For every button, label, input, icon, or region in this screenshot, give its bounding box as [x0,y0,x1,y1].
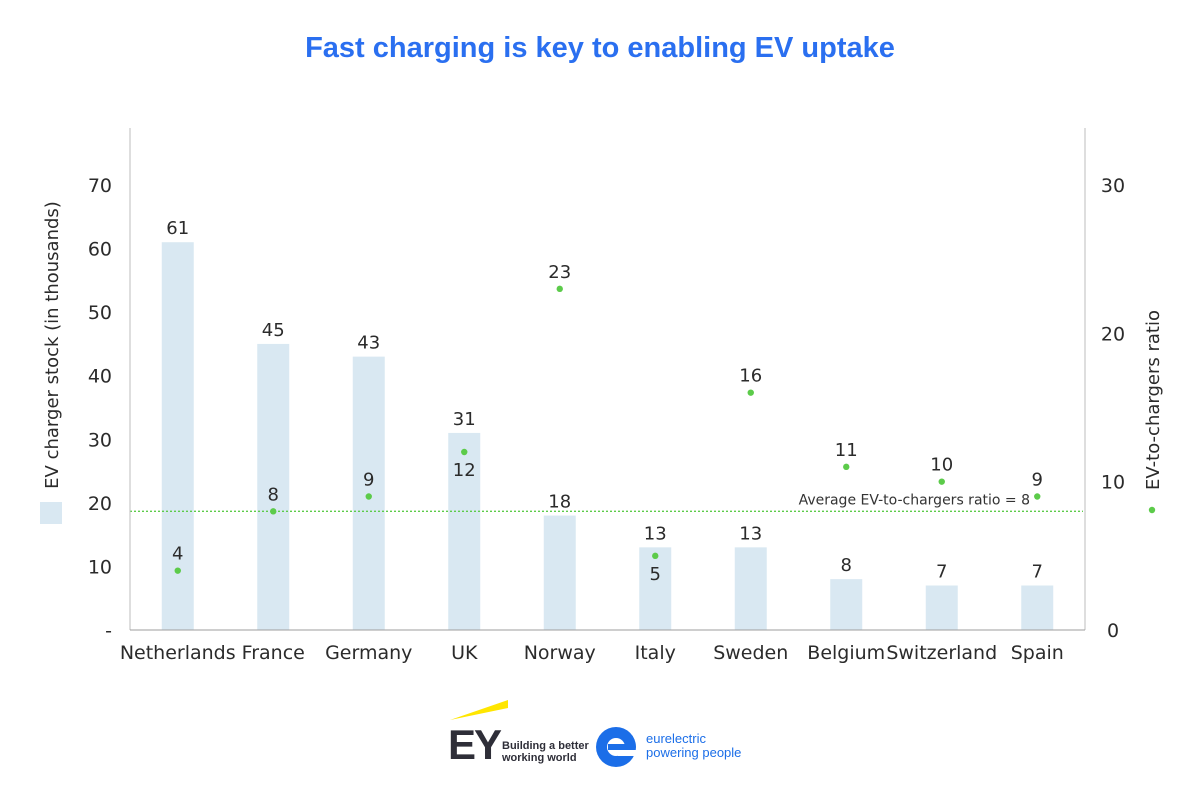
bar-value-label: 7 [936,562,947,583]
scatter-value-label: 11 [835,440,858,461]
bar-value-label: 8 [841,555,852,576]
axes: - 10 20 30 40 50 60 70 0 10 20 30 Netherlands France G… [40,128,1164,664]
scatter-point [365,493,372,500]
scatter-point [174,567,181,574]
left-tick-label: 20 [88,493,112,515]
left-tick-label: - [105,620,112,642]
bar-value-label: 45 [262,320,285,341]
scatter-point [556,285,563,293]
scatter-value-label: 5 [650,564,661,585]
scatter-value-label: 9 [1032,470,1043,491]
scatter-value-label: 16 [739,366,762,387]
bar-value-label: 7 [1032,562,1043,583]
left-tick-label: 10 [88,556,112,578]
bar [925,585,958,630]
category-label: Italy [635,642,676,664]
bar [543,515,576,630]
category-label: France [242,642,305,664]
left-tick-label: 40 [88,366,112,388]
category-label: UK [451,642,478,664]
right-tick-label: 10 [1101,472,1125,494]
category-label: Spain [1011,642,1064,664]
scatter-value-label: 12 [453,460,476,481]
left-tick-label: 60 [88,239,112,261]
eurelectric-name: eurelectric [646,731,706,746]
bar-value-label: 61 [166,218,189,239]
bar-series [161,242,1054,630]
ey-wordmark: EY [448,721,502,768]
bar [161,242,194,630]
right-tick-label: 20 [1101,323,1125,345]
eurelectric-tagline: powering people [646,745,742,760]
eurelectric-text: eurelectric powering people [646,732,776,760]
right-axis-title: EV-to-chargers ratio [1143,310,1164,490]
scatter-point [1034,493,1041,500]
left-tick-label: 50 [88,302,112,324]
chart-title: Fast charging is key to enabling EV upta… [305,32,895,64]
scatter-value-label: 8 [268,484,279,505]
bar-value-label: 43 [357,333,380,354]
reference-line-group: Average EV-to-chargers ratio = 8 [130,492,1083,512]
logos: EY Building a better working world eurel… [446,700,766,776]
ey-beam-icon [450,700,508,720]
data-labels: 61 45 43 31 18 13 13 8 7 7 4 8 9 12 23 5 16 11 10 9 [166,218,1043,585]
reference-line-label: Average EV-to-chargers ratio = 8 [799,492,1030,508]
scatter-point [747,389,754,396]
ey-logo: EY Building a better working world [446,700,589,776]
bar [734,547,767,630]
scatter-value-label: 9 [363,470,374,491]
category-label: Switzerland [886,642,997,664]
scatter-point [843,463,850,471]
bar [639,547,672,630]
bar-value-label: 18 [548,492,571,513]
category-label: Norway [524,642,596,664]
scatter-point [938,478,945,485]
right-tick-label: 30 [1101,175,1125,197]
scatter-point [270,508,277,515]
category-label: Germany [325,642,412,664]
scatter-value-label: 23 [548,262,571,283]
scatter-series [174,285,1041,574]
category-label: Netherlands [120,642,236,664]
bar [448,432,481,630]
left-tick-label: 30 [88,429,112,451]
ey-tagline: Building a better working world [502,740,592,764]
bar-legend-swatch [40,502,62,524]
bar-value-label: 13 [644,523,667,544]
scatter-legend-dot [1148,506,1156,514]
scatter-value-label: 10 [930,455,953,476]
scatter-point [461,448,468,456]
category-label: Belgium [807,642,885,664]
bar [257,343,290,630]
bar-value-label: 31 [453,409,476,430]
ey-tagline-line-2: working world [502,752,577,764]
bar [1021,585,1054,630]
bar-value-label: 13 [739,523,762,544]
ey-tagline-line-1: Building a better [502,740,589,752]
right-tick-label: 0 [1107,620,1119,642]
left-tick-label: 70 [88,175,112,197]
eurelectric-e-icon [596,727,640,767]
scatter-point [652,552,659,560]
eurelectric-logo: eurelectric powering people [594,724,764,774]
left-axis-title: EV charger stock (in thousands) [42,201,63,489]
bar [830,579,863,630]
scatter-value-label: 4 [172,544,183,565]
category-label: Sweden [713,642,788,664]
